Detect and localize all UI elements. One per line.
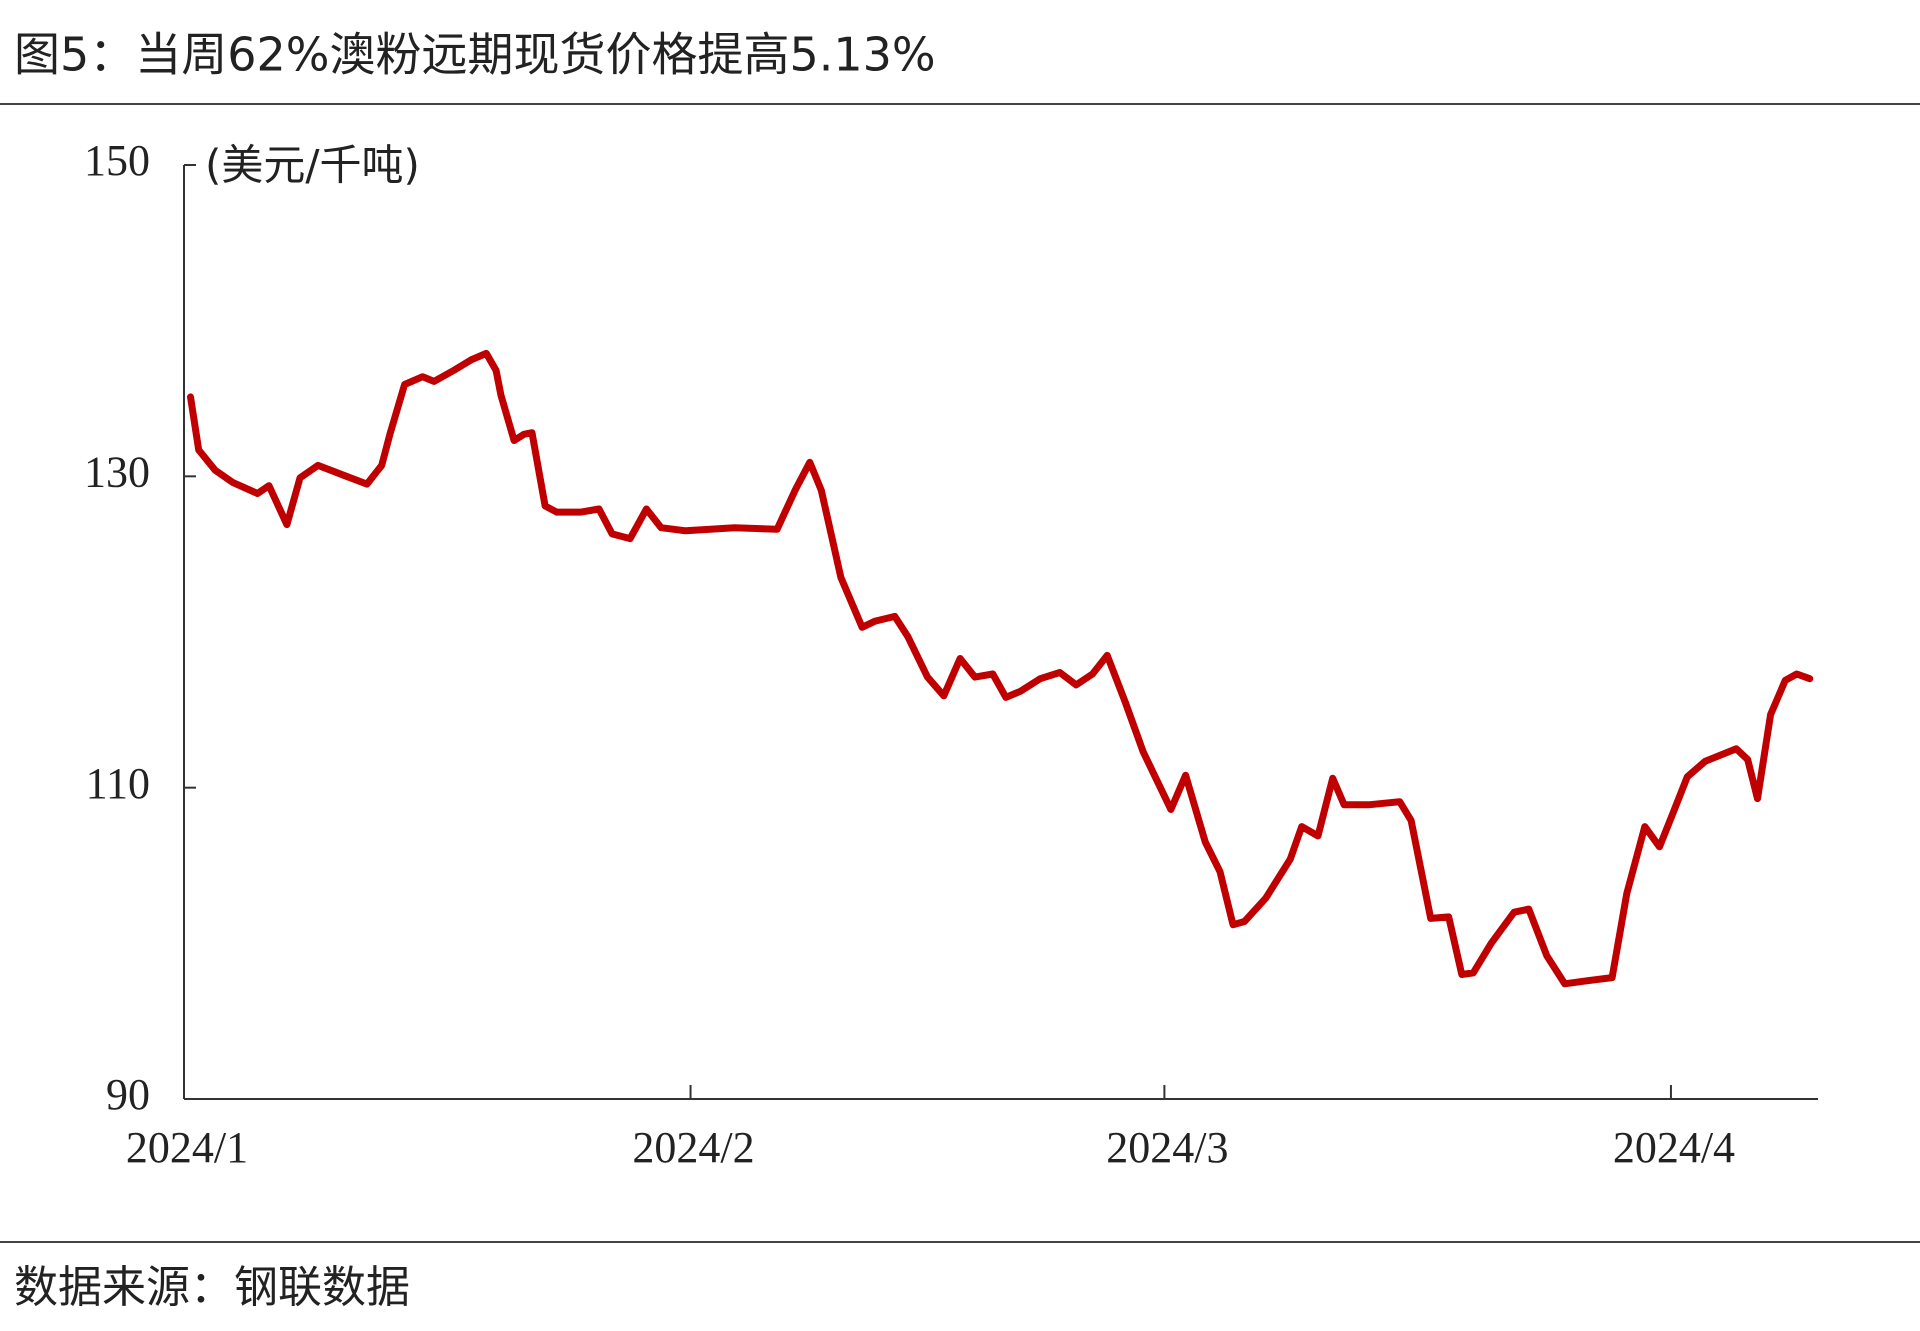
x-tick-label: 2024/3 [1106,1123,1228,1172]
x-tick-label: 2024/1 [126,1123,248,1172]
y-tick-label: 110 [86,759,150,808]
y-axis-label: (美元/千吨) [205,141,420,190]
y-tick-label: 130 [84,447,150,496]
chart-title: 图5：当周62%澳粉远期现货价格提高5.13% [14,28,936,82]
x-tick-label: 2024/4 [1613,1123,1735,1172]
source: 数据来源：钢联数据 [14,1262,410,1313]
y-tick-label: 90 [106,1070,150,1119]
x-tick-label: 2024/2 [632,1123,754,1172]
y-tick-label: 150 [84,136,150,185]
price-line [187,349,1814,988]
